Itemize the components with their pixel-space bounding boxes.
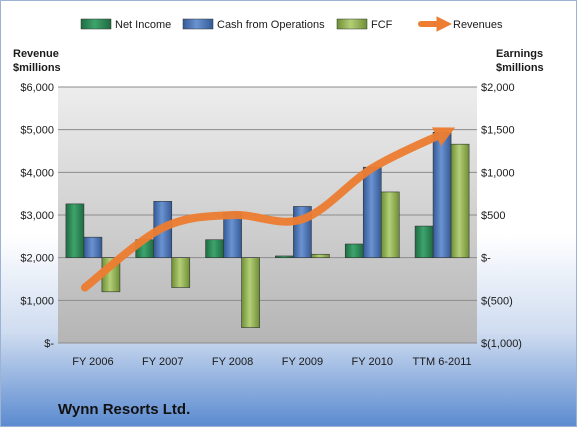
right-tick-label: $1,500 (481, 125, 515, 137)
left-tick-label: $1,000 (20, 295, 54, 307)
x-tick-label: FY 2010 (352, 356, 393, 368)
right-tick-label: $500 (481, 210, 505, 222)
bars (65, 131, 470, 328)
x-tick-label: FY 2006 (72, 356, 113, 368)
line-revenues (80, 127, 456, 292)
right-tick-label: $(1,000) (481, 338, 522, 350)
left-tick-label: $4,000 (20, 167, 54, 179)
bar-cash-from-operations (83, 236, 103, 258)
left-tick-label: $5,000 (20, 125, 54, 137)
bar-net-income (344, 243, 364, 258)
right-tick-label: $1,000 (481, 167, 515, 179)
gridlines (58, 86, 477, 344)
x-tick-label: TTM 6-2011 (413, 356, 472, 368)
x-axis-ticks: FY 2006 FY 2007 FY 2008 FY 2009 FY 2010 TTM 6… (72, 356, 471, 368)
left-axis-title-line1: Revenue (13, 48, 59, 60)
legend-swatch-net-income (80, 18, 112, 30)
left-axis-title-line2: $millions (13, 62, 61, 74)
left-tick-label: $3,000 (20, 210, 54, 222)
bar-fcf (450, 143, 470, 258)
bar-fcf (171, 257, 191, 288)
bar-net-income (205, 239, 224, 258)
right-axis-title-line1: Earnings (496, 48, 543, 60)
right-tick-label: $- (481, 253, 491, 265)
bar-cash-from-operations (432, 131, 452, 258)
right-axis-title-line2: $millions (496, 62, 544, 74)
bar-net-income (275, 255, 294, 258)
revenue-line-group (80, 127, 456, 292)
x-tick-label: FY 2009 (282, 356, 323, 368)
legend-label-cash-from-operations: Cash from Operations (217, 19, 325, 31)
right-tick-label: $2,000 (481, 82, 515, 94)
bar-net-income (414, 225, 434, 258)
x-tick-label: FY 2008 (212, 356, 253, 368)
company-name: Wynn Resorts Ltd. (58, 401, 190, 418)
legend-swatch-fcf (336, 18, 368, 30)
left-axis-ticks: $6,000 $5,000 $4,000 $3,000 $2,000 $1,000 $- (20, 82, 54, 350)
right-tick-label: $(500) (481, 295, 513, 307)
legend-label-revenues: Revenues (453, 19, 503, 31)
left-tick-label: $6,000 (20, 82, 54, 94)
legend-swatch-cash-from-operations (182, 18, 214, 30)
bar-net-income (65, 203, 85, 258)
right-axis-ticks: $2,000 $1,500 $1,000 $500 $- $(500) $(1,000) (481, 82, 522, 350)
bar-fcf (241, 257, 260, 328)
left-tick-label: $- (44, 338, 54, 350)
bar-cash-from-operations (362, 166, 382, 258)
bar-fcf (380, 191, 400, 258)
legend: Net Income Cash from Operations FCF Revenue… (80, 16, 503, 32)
left-tick-label: $2,000 (20, 253, 54, 265)
legend-label-fcf: FCF (371, 19, 393, 31)
bar-fcf (311, 253, 330, 258)
legend-label-net-income: Net Income (115, 19, 171, 31)
x-tick-label: FY 2007 (142, 356, 183, 368)
